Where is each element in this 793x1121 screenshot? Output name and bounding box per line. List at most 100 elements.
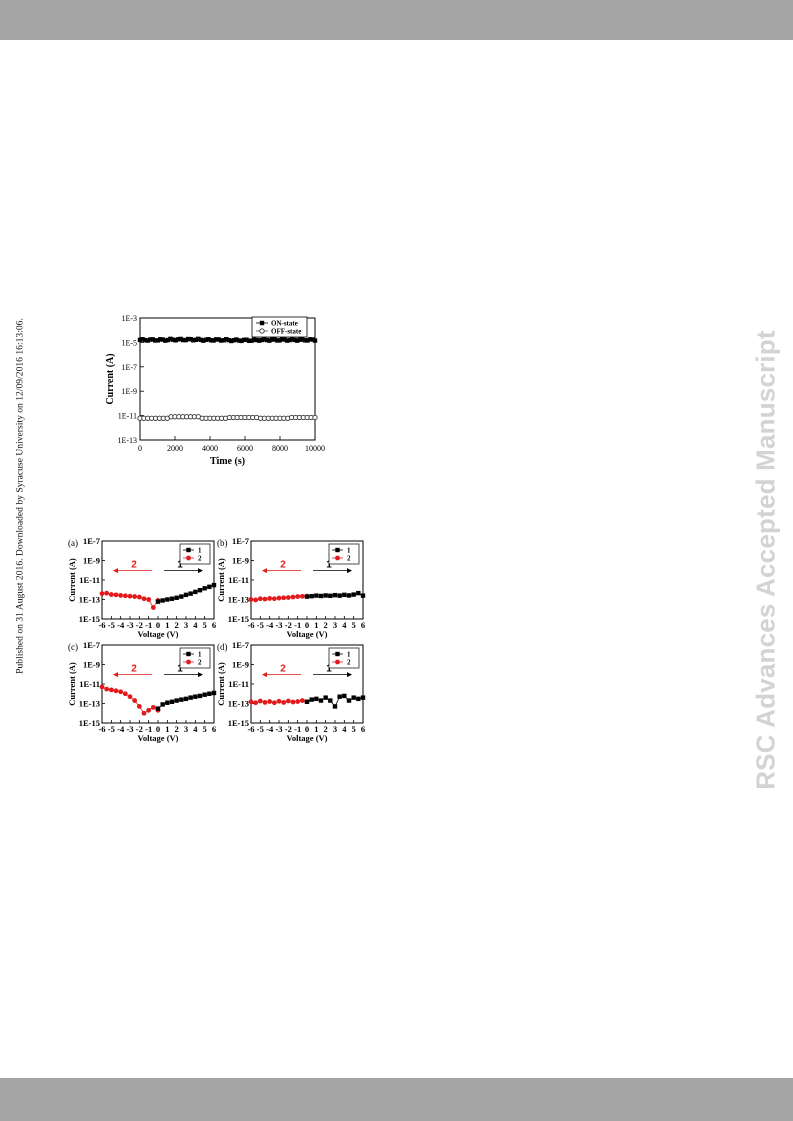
- x-tick-label: 0: [305, 724, 309, 734]
- on-state-point: [249, 338, 254, 343]
- panel-label: (c): [68, 642, 78, 652]
- legend-marker-1: [335, 651, 340, 657]
- on-state-point: [226, 337, 231, 343]
- on-state-point: [254, 337, 259, 343]
- arrow-2-label: 2: [131, 664, 137, 675]
- y-tick-label: 1E-3: [121, 314, 137, 323]
- x-tick-label: -2: [285, 724, 292, 734]
- series-1-point: [169, 699, 175, 704]
- series-1-point: [342, 693, 347, 699]
- legend-box: [328, 543, 360, 565]
- on-state-point: [196, 336, 201, 342]
- on-state-point: [310, 337, 315, 342]
- series-1-point: [193, 589, 198, 595]
- legend-box: [251, 316, 308, 338]
- on-state-point: [137, 337, 143, 343]
- on-state-point: [251, 337, 257, 342]
- y-tick-label: 1E-11: [118, 412, 137, 421]
- x-tick-label: 0: [138, 444, 142, 453]
- x-tick-label: -1: [145, 724, 152, 734]
- on-state-point: [170, 337, 176, 342]
- legend-box: [179, 543, 211, 565]
- series-1-point: [360, 695, 366, 700]
- series-2-point: [295, 699, 301, 704]
- on-state-point: [216, 337, 221, 342]
- plot-frame: [139, 317, 316, 441]
- on-state-point: [193, 337, 198, 343]
- on-state-point: [274, 338, 280, 343]
- arrow-2-label: 2: [280, 664, 286, 675]
- series-1-point: [211, 582, 217, 588]
- on-state-point: [272, 337, 277, 342]
- arrow-2-head: [113, 672, 118, 678]
- series-2-point: [146, 597, 152, 602]
- series-1-point: [304, 594, 310, 599]
- on-state-point: [262, 336, 267, 342]
- on-state-point: [188, 337, 193, 342]
- on-state-point: [173, 338, 178, 343]
- x-tick-label: -1: [294, 620, 301, 630]
- on-state-point: [292, 337, 297, 343]
- on-state-point: [160, 337, 166, 342]
- arrow-2-head: [262, 672, 267, 678]
- series-1-point: [169, 596, 175, 601]
- series-1-point: [179, 697, 184, 702]
- x-tick-label: -6: [247, 724, 254, 734]
- on-state-point: [183, 337, 188, 343]
- x-tick-label: 4: [342, 724, 347, 734]
- series-1-point: [155, 599, 161, 604]
- series-2-point: [271, 596, 277, 602]
- series-2-point: [146, 707, 152, 713]
- series-1-point: [342, 592, 347, 598]
- series-1-point: [197, 587, 203, 593]
- x-tick-label: -3: [275, 724, 282, 734]
- x-tick-label: 6: [361, 620, 365, 630]
- series-2-point: [104, 590, 110, 596]
- y-tick-label: 1E-9: [83, 660, 100, 670]
- y-tick-label: 1E-9: [232, 660, 249, 670]
- series-2-point: [290, 594, 296, 600]
- x-tick-label: 3: [184, 620, 188, 630]
- x-tick-label: 5: [203, 724, 207, 734]
- y-tick-label: 1E-11: [79, 679, 100, 689]
- arrow-2-head: [113, 568, 118, 574]
- series-2-point: [122, 691, 128, 697]
- x-tick-label: 1: [314, 620, 318, 630]
- series-2-point: [99, 591, 105, 597]
- arrow-1-head: [198, 568, 203, 574]
- series-2-point: [150, 704, 156, 710]
- legend-marker-2: [335, 659, 340, 665]
- on-state-point: [289, 336, 295, 342]
- series-1-point: [346, 698, 352, 703]
- series-2-point: [262, 699, 268, 705]
- on-state-point: [312, 338, 318, 343]
- legend-label-1: 1: [198, 547, 202, 555]
- legend-marker-2: [186, 659, 191, 665]
- series-2-point: [262, 596, 268, 602]
- series-1-point: [207, 691, 212, 696]
- series-2-point: [113, 688, 119, 694]
- legend-label-1: 1: [347, 547, 351, 555]
- x-tick-label: 10000: [305, 444, 325, 453]
- y-tick-label: 1E-7: [83, 640, 101, 650]
- x-tick-label: 6: [212, 620, 216, 630]
- series-2-point: [248, 699, 254, 705]
- series-1-point: [356, 696, 361, 702]
- legend-label-1: 1: [198, 651, 202, 659]
- footer-bar: [0, 1078, 793, 1121]
- on-state-point: [191, 338, 196, 343]
- series-1-point: [165, 597, 170, 602]
- on-state-point: [307, 337, 313, 342]
- watermark: RSC Advances Accepted Manuscript: [748, 280, 784, 840]
- y-axis-label: Current (A): [216, 662, 226, 706]
- on-state-point: [185, 336, 191, 342]
- x-tick-label: 0: [156, 724, 160, 734]
- y-axis-label: Current (A): [216, 558, 226, 602]
- on-state-point: [147, 337, 153, 342]
- on-state-point: [277, 338, 282, 343]
- x-tick-label: -2: [285, 620, 292, 630]
- x-tick-label: 2: [175, 620, 179, 630]
- on-state-point: [163, 338, 168, 343]
- on-state-point: [234, 337, 239, 342]
